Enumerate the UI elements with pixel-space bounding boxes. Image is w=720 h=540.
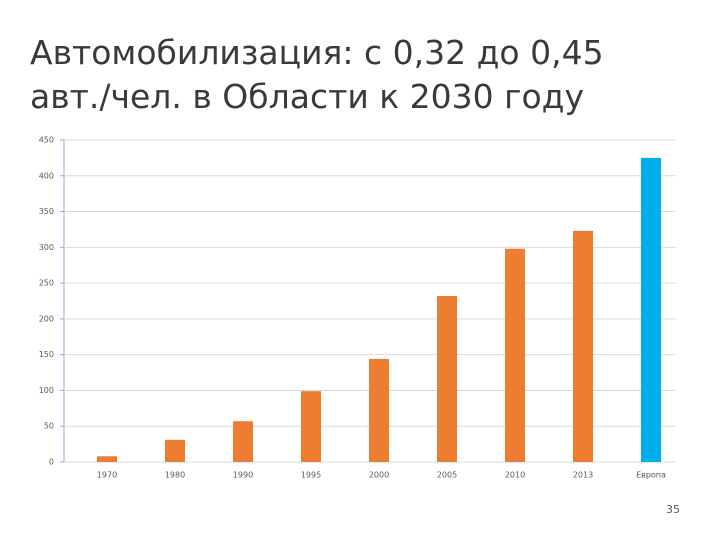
- bar: [505, 248, 525, 462]
- bar: [369, 358, 389, 462]
- y-tick-label: 200: [39, 314, 54, 323]
- x-tick-label: 1995: [301, 471, 321, 480]
- y-tick-label: 300: [39, 243, 54, 252]
- y-tick-label: 400: [39, 171, 54, 180]
- bar: [573, 230, 593, 462]
- x-tick-label: 2005: [437, 471, 457, 480]
- bar: [233, 421, 253, 462]
- x-tick-label: 2010: [505, 471, 525, 480]
- x-tick-label: 2013: [573, 471, 593, 480]
- y-tick-label: 350: [39, 207, 54, 216]
- y-tick-label: 100: [39, 386, 54, 395]
- x-tick-label: 1990: [233, 471, 253, 480]
- x-tick-label: 1980: [165, 471, 185, 480]
- title-line: авт./чел. в Области к 2030 году: [30, 77, 584, 116]
- x-tick-label: 1970: [97, 471, 117, 480]
- y-tick-label: 150: [39, 350, 54, 359]
- y-tick-label: 50: [44, 422, 54, 431]
- x-tick-label: 2000: [369, 471, 389, 480]
- x-tick-label: Европа: [636, 471, 666, 480]
- bar: [641, 157, 661, 462]
- page-number: 35: [666, 503, 680, 516]
- y-tick-label: 450: [39, 136, 54, 145]
- y-tick-label: 0: [49, 458, 54, 467]
- y-tick-label: 250: [39, 279, 54, 288]
- bar: [165, 439, 185, 462]
- bar: [437, 295, 457, 462]
- bar: [97, 456, 117, 462]
- title-line: Автомобилизация: с 0,32 до 0,45: [30, 33, 604, 72]
- bar: [301, 391, 321, 462]
